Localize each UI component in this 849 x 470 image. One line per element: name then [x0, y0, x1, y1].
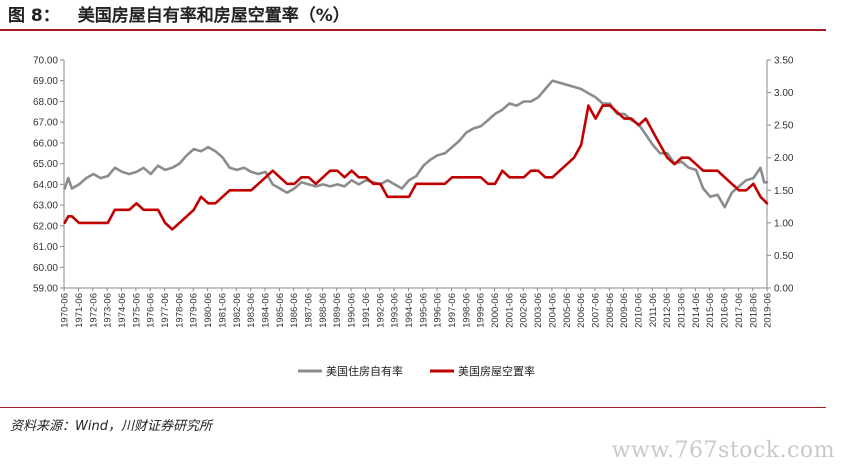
right-tick-label: 3.00 [774, 88, 794, 99]
source-note: 资料来源：Wind，川财证券研究所 [10, 419, 212, 434]
x-tick-label: 2011-06 [648, 293, 659, 327]
left-tick-label: 69.00 [33, 76, 58, 87]
x-tick-label: 1978-06 [174, 293, 185, 328]
x-tick-label: 1982-06 [232, 293, 243, 328]
watermark: www.767stock.com [611, 438, 835, 463]
x-tick-label: 1971-06 [74, 293, 85, 328]
figure-title: 图 8： 美国房屋自有率和房屋空置率（%） [8, 4, 350, 28]
x-tick-label: 2000-06 [490, 293, 501, 328]
x-tick-label: 1995-06 [418, 293, 429, 328]
left-tick-label: 67.00 [33, 118, 58, 129]
x-tick-label: 2005-06 [562, 293, 573, 328]
left-tick-label: 65.00 [33, 159, 58, 170]
right-tick-label: 1.00 [774, 218, 794, 229]
title-underline [0, 29, 826, 31]
x-tick-label: 2019-06 [763, 293, 774, 328]
x-tick-label: 2008-06 [605, 293, 616, 328]
x-tick-label: 1998-06 [461, 293, 472, 328]
right-tick-label: 3.50 [774, 56, 794, 67]
x-tick-label: 1996-06 [433, 293, 444, 328]
x-tick-label: 2018-06 [748, 293, 759, 328]
left-tick-label: 59.00 [33, 284, 58, 295]
right-tick-label: 0.00 [774, 284, 794, 295]
x-tick-label: 2017-06 [734, 293, 745, 328]
x-tick-label: 2016-06 [720, 293, 731, 328]
x-tick-label: 2001-06 [504, 293, 515, 328]
figure-number: 图 8： [8, 6, 60, 26]
right-tick-label: 2.00 [774, 153, 794, 164]
x-tick-label: 1970-06 [60, 293, 71, 328]
x-tick-label: 1973-06 [103, 293, 114, 328]
x-tick-label: 1983-06 [246, 293, 257, 328]
legend-label: 美国房屋空置率 [458, 364, 535, 378]
figure-title-text: 美国房屋自有率和房屋空置率（%） [77, 6, 350, 26]
x-tick-label: 1974-06 [117, 293, 128, 328]
right-tick-label: 1.50 [774, 186, 794, 197]
left-tick-label: 64.00 [33, 180, 58, 191]
x-tick-label: 1972-06 [88, 293, 99, 328]
left-tick-label: 70.00 [33, 56, 58, 67]
left-tick-label: 68.00 [33, 97, 58, 108]
x-tick-label: 1987-06 [304, 293, 315, 328]
x-tick-label: 1979-06 [189, 293, 200, 328]
x-tick-label: 1985-06 [275, 293, 286, 328]
x-tick-label: 2007-06 [590, 293, 601, 328]
x-tick-label: 2006-06 [576, 293, 587, 328]
x-tick-label: 1977-06 [160, 293, 171, 328]
x-tick-label: 2009-06 [619, 293, 630, 328]
x-tick-label: 2015-06 [705, 293, 716, 328]
x-tick-label: 1981-06 [217, 293, 228, 328]
x-tick-label: 1986-06 [289, 293, 300, 328]
legend-vacancy: 美国房屋空置率 [430, 364, 535, 378]
left-tick-label: 62.00 [33, 221, 58, 232]
x-tick-label: 1991-06 [361, 293, 372, 328]
x-tick-label: 1976-06 [146, 293, 157, 328]
left-tick-label: 60.00 [33, 263, 58, 274]
x-tick-label: 1990-06 [347, 293, 358, 328]
x-tick-label: 1975-06 [131, 293, 142, 328]
legend-label: 美国住房自有率 [326, 364, 403, 378]
x-tick-label: 1999-06 [476, 293, 487, 328]
x-tick-label: 2014-06 [691, 293, 702, 328]
x-tick-label: 2010-06 [633, 293, 644, 328]
left-tick-label: 61.00 [33, 242, 58, 253]
x-tick-label: 2013-06 [677, 293, 688, 328]
x-tick-label: 1980-06 [203, 293, 214, 328]
ownership-rate-line [63, 79, 769, 209]
left-tick-label: 63.00 [33, 201, 58, 212]
x-tick-label: 2004-06 [547, 293, 558, 328]
x-tick-label: 1993-06 [390, 293, 401, 328]
source-divider [0, 407, 826, 408]
left-tick-label: 66.00 [33, 138, 58, 149]
right-tick-label: 2.50 [774, 121, 794, 132]
x-tick-label: 1989-06 [332, 293, 343, 328]
x-tick-label: 1988-06 [318, 293, 329, 328]
x-tick-label: 2002-06 [519, 293, 530, 328]
x-tick-label: 1994-06 [404, 293, 415, 328]
x-tick-label: 1997-06 [447, 293, 458, 328]
x-tick-label: 1992-06 [375, 293, 386, 328]
legend-ownership: 美国住房自有率 [298, 364, 403, 378]
x-tick-label: 1984-06 [260, 293, 271, 328]
x-tick-label: 2003-06 [533, 293, 544, 328]
right-tick-label: 0.50 [774, 251, 794, 262]
vacancy-rate-line [63, 104, 769, 231]
x-tick-label: 2012-06 [662, 293, 673, 328]
